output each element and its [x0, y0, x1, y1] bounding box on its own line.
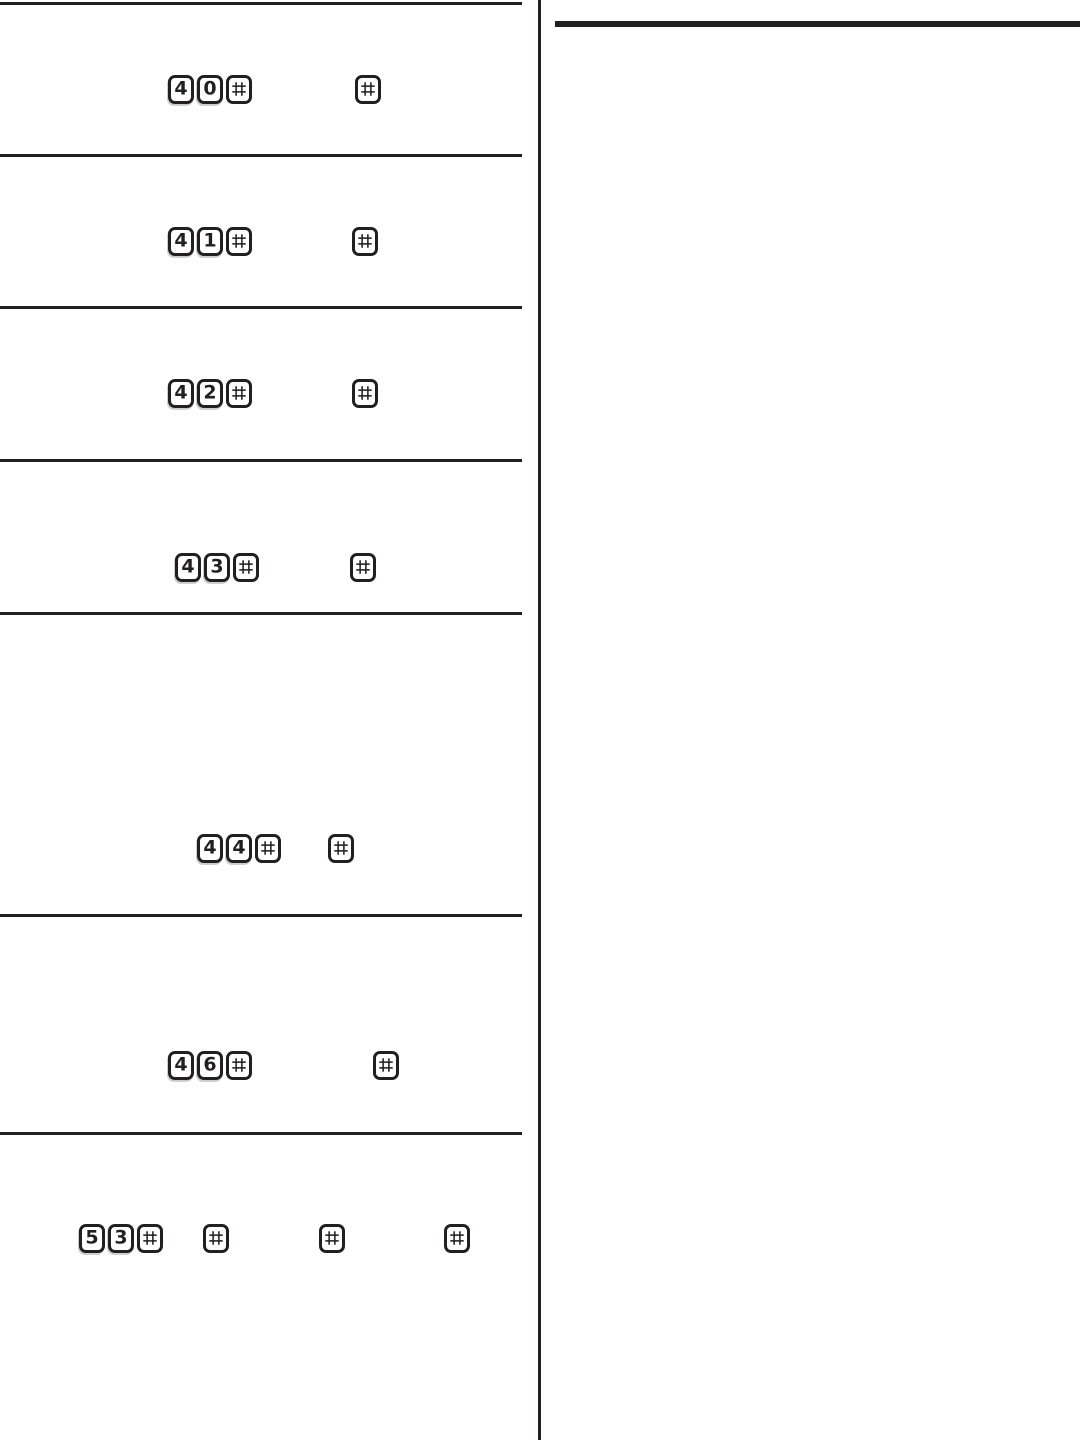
pound-icon [325, 1231, 339, 1245]
key-label: 4 [174, 381, 188, 403]
pound-key [226, 1050, 252, 1080]
section-rule [555, 21, 1080, 27]
key-3: 3 [108, 1223, 134, 1253]
pound-icon [143, 1231, 157, 1245]
pound-icon [261, 841, 275, 855]
key-sequence-code-53 [203, 1223, 229, 1253]
key-5: 5 [79, 1223, 105, 1253]
pound-key [355, 74, 381, 104]
row-separator [0, 1132, 522, 1135]
pound-key [319, 1223, 345, 1253]
pound-key [352, 226, 378, 256]
key-sequence-code-53 [444, 1223, 470, 1253]
key-4: 4 [197, 833, 223, 863]
row-separator [0, 2, 522, 5]
row-separator [0, 914, 522, 917]
pound-icon [356, 560, 370, 574]
pound-icon [209, 1231, 223, 1245]
pound-key [226, 226, 252, 256]
key-sequence-code-41 [352, 226, 378, 256]
key-sequence-code-42 [352, 378, 378, 408]
pound-icon [239, 560, 253, 574]
pound-key [350, 552, 376, 582]
pound-key [373, 1050, 399, 1080]
key-4: 4 [168, 378, 194, 408]
pound-icon [450, 1231, 464, 1245]
pound-icon [232, 1058, 246, 1072]
pound-key [328, 833, 354, 863]
row-separator [0, 612, 522, 615]
key-6: 6 [197, 1050, 223, 1080]
pound-icon [379, 1058, 393, 1072]
key-label: 3 [210, 555, 224, 577]
key-4: 4 [175, 552, 201, 582]
pound-key [226, 378, 252, 408]
key-label: 6 [203, 1053, 217, 1075]
key-label: 4 [232, 836, 246, 858]
column-divider [538, 0, 541, 1440]
key-label: 4 [174, 77, 188, 99]
pound-key [137, 1223, 163, 1253]
key-sequence-code-43 [350, 552, 376, 582]
pound-key [203, 1223, 229, 1253]
key-label: 0 [203, 77, 217, 99]
key-label: 4 [174, 229, 188, 251]
key-3: 3 [204, 552, 230, 582]
key-label: 1 [203, 229, 217, 251]
key-4: 4 [168, 74, 194, 104]
pound-icon [232, 82, 246, 96]
pound-key [233, 552, 259, 582]
key-label: 2 [203, 381, 217, 403]
pound-key [226, 74, 252, 104]
pound-key [352, 378, 378, 408]
row-separator [0, 306, 522, 309]
key-4: 4 [168, 226, 194, 256]
pound-key [255, 833, 281, 863]
pound-icon [358, 386, 372, 400]
row-separator [0, 459, 522, 462]
key-2: 2 [197, 378, 223, 408]
pound-icon [358, 234, 372, 248]
key-sequence-code-40 [355, 74, 381, 104]
key-sequence-code-44 [328, 833, 354, 863]
key-label: 4 [203, 836, 217, 858]
key-label: 5 [85, 1226, 99, 1248]
key-4: 4 [226, 833, 252, 863]
key-1: 1 [197, 226, 223, 256]
pound-icon [232, 386, 246, 400]
key-label: 4 [181, 555, 195, 577]
key-4: 4 [168, 1050, 194, 1080]
row-separator [0, 154, 522, 157]
key-sequence-code-46 [373, 1050, 399, 1080]
pound-icon [334, 841, 348, 855]
pound-icon [361, 82, 375, 96]
pound-icon [232, 234, 246, 248]
key-sequence-code-53 [319, 1223, 345, 1253]
pound-key [444, 1223, 470, 1253]
key-label: 3 [114, 1226, 128, 1248]
key-label: 4 [174, 1053, 188, 1075]
key-0: 0 [197, 74, 223, 104]
